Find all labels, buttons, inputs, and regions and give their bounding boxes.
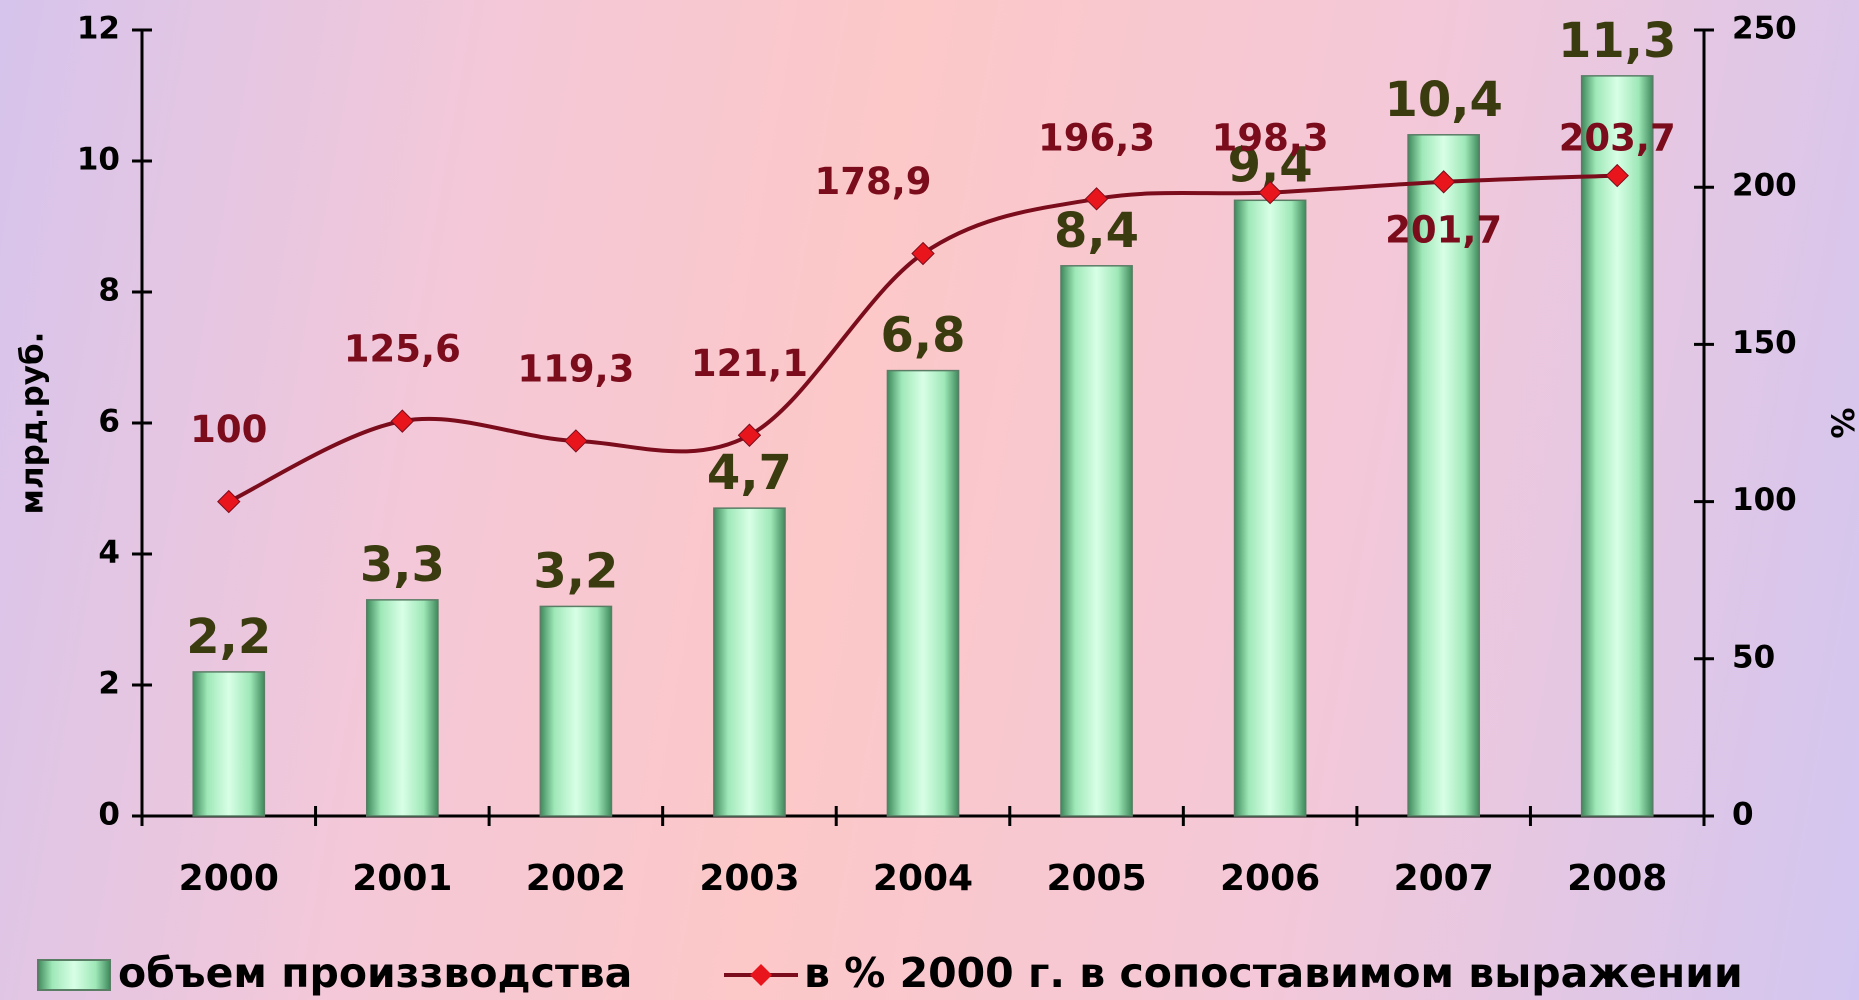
line-value-label: 196,3 [1038,117,1155,160]
x-tick-label: 2007 [1394,858,1494,899]
bar [886,369,960,817]
y-tick-label: 8 [98,273,120,309]
y2-tick-label: 0 [1732,797,1754,833]
y-tick-label: 0 [98,797,120,833]
y-tick-label: 10 [77,142,120,178]
bar [1407,134,1480,817]
line-marker [911,241,935,266]
bar-value-label: 3,2 [533,543,618,599]
line-marker [1431,170,1456,194]
line-marker [217,489,241,514]
y2-tick-label: 50 [1732,639,1775,675]
bar [1580,75,1654,817]
bar-value-label: 6,8 [880,308,965,364]
bar-value-label: 11,3 [1558,13,1676,69]
legend-label: объем произзводства [118,949,632,997]
legend-label: в % 2000 г. в сопоставимом выражении [804,949,1743,997]
line-marker [1605,163,1629,188]
bar [366,599,439,817]
bar [192,671,266,817]
x-tick-label: 2000 [179,858,279,899]
x-tick-label: 2004 [873,858,973,899]
bar-value-label: 4,7 [707,445,792,501]
x-tick-label: 2005 [1046,858,1146,899]
bar [1233,199,1307,817]
y2-axis-label: % [1824,407,1859,438]
line-marker [1258,180,1282,205]
bar [1060,265,1133,817]
line-value-label: 125,6 [344,328,461,371]
x-tick-label: 2006 [1220,858,1320,899]
x-tick-label: 2008 [1567,858,1667,899]
line-marker [564,429,588,453]
bar-value-label: 10,4 [1384,72,1502,128]
line-marker [737,423,762,447]
y-axis-label: млрд.руб. [15,332,51,515]
y-tick-label: 12 [77,11,120,47]
y2-tick-label: 250 [1732,11,1797,47]
x-tick-label: 2001 [352,858,452,899]
y2-tick-label: 100 [1732,482,1797,518]
line-value-label: 201,7 [1385,208,1502,251]
bar-value-label: 3,3 [360,537,445,593]
line-value-label: 198,3 [1212,117,1329,160]
line-value-label: 100 [190,408,267,451]
bar [713,507,786,817]
line-value-label: 178,9 [814,160,931,203]
y-tick-label: 4 [98,535,120,571]
legend-swatch [37,959,111,991]
line-marker [390,409,415,433]
legend-marker [750,964,772,986]
line-value-label: 121,1 [691,342,808,385]
y2-tick-label: 200 [1732,168,1797,204]
line-marker [1084,187,1109,211]
y2-tick-label: 150 [1732,325,1797,361]
line-value-label: 119,3 [517,347,634,390]
y-tick-label: 6 [98,404,120,440]
bar-value-label: 8,4 [1054,203,1139,259]
line-value-label: 203,7 [1559,117,1676,160]
bar [539,605,613,817]
x-tick-label: 2002 [526,858,626,899]
x-tick-label: 2003 [699,858,799,899]
bar-value-label: 2,2 [186,609,271,665]
y-tick-label: 2 [98,666,120,702]
